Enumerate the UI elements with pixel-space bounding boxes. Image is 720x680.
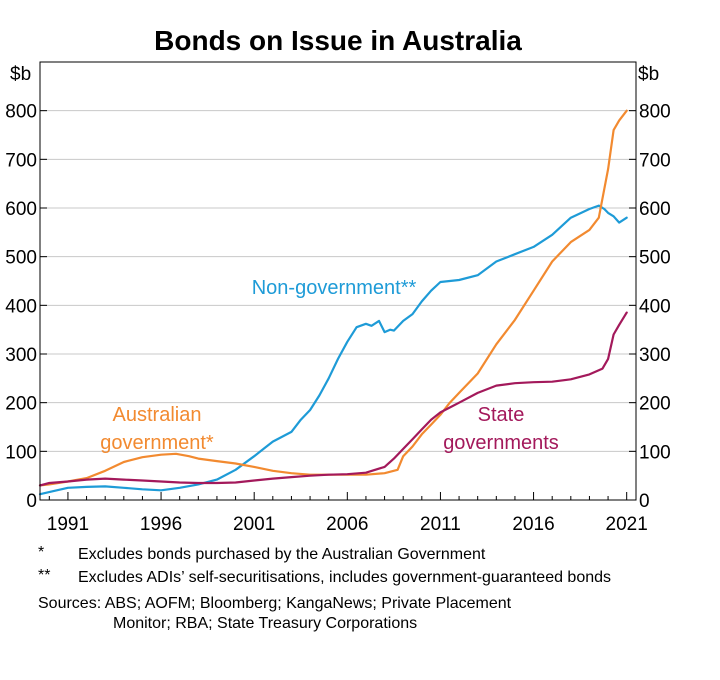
x-tick-label: 2006 — [326, 514, 368, 535]
footnote-mark: ** — [38, 567, 51, 584]
x-tick-label: 2011 — [420, 514, 461, 535]
chart-title: Bonds on Issue in Australia — [154, 25, 522, 56]
series-annotation-label: governments — [443, 432, 559, 454]
x-tick-label: 2016 — [512, 514, 554, 535]
footnote-text: Excludes bonds purchased by the Australi… — [78, 546, 486, 563]
series-line-state-governments — [38, 311, 628, 487]
x-tick-label: 2021 — [606, 514, 648, 535]
y-tick-label-left: 300 — [5, 345, 37, 366]
y-tick-label-left: 800 — [5, 102, 37, 123]
x-tick-label: 1996 — [140, 514, 182, 535]
footnotes: * Excludes bonds purchased by the Austra… — [38, 544, 678, 634]
y-tick-label-left: 0 — [26, 491, 37, 512]
sources: Sources: ABS; AOFM; Bloomberg; KangaNews… — [38, 594, 678, 634]
right-unit-label: $b — [638, 64, 659, 85]
y-tick-label-right: 700 — [639, 150, 671, 171]
series-line-non-government — [38, 204, 628, 496]
y-tick-label-right: 100 — [639, 442, 671, 463]
y-tick-label-right: 500 — [639, 248, 671, 269]
series-annotation-label: government* — [100, 432, 214, 454]
series-line-australian-government — [38, 109, 628, 487]
left-unit-label: $b — [10, 64, 31, 85]
y-tick-label-right: 600 — [639, 199, 671, 220]
y-tick-label-left: 600 — [5, 199, 37, 220]
x-tick-label: 2001 — [233, 514, 275, 535]
x-tick-label: 1991 — [47, 514, 89, 535]
series-annotations: Non-government** Australian government* Sta… — [100, 277, 559, 454]
y-tick-labels: 0 0 100 100 200 200 300 300 400 400 500 500 600 600 70… — [5, 102, 670, 512]
series-annotation-label: Australian — [113, 404, 202, 426]
sources-line-2: Monitor; RBA; State Treasury Corporation… — [113, 615, 418, 632]
plot-frame — [39, 61, 637, 501]
y-tick-label-right: 300 — [639, 345, 671, 366]
series-annotation-label: State — [478, 404, 525, 426]
y-tick-label-right: 200 — [639, 394, 671, 415]
y-tick-label-left: 200 — [5, 394, 37, 415]
footnote: * Excludes bonds purchased by the Austra… — [38, 544, 678, 565]
y-tick-label-left: 400 — [5, 296, 37, 317]
series-annotation-label: Non-government** — [252, 277, 417, 299]
y-tick-label-left: 100 — [5, 442, 37, 463]
series-lines — [38, 109, 628, 496]
y-tick-label-left: 700 — [5, 150, 37, 171]
chart: Bonds on Issue in Australia $b $b 0 0 100 1… — [5, 25, 670, 535]
x-tick-labels: 1991 1996 2001 2006 2011 2016 2021 — [47, 514, 648, 535]
sources-line-1: Sources: ABS; AOFM; Bloomberg; KangaNews… — [38, 595, 512, 612]
footnote: ** Excludes ADIs’ self-securitisations, … — [38, 567, 678, 588]
y-tick-label-right: 0 — [639, 491, 650, 512]
footnote-mark: * — [38, 544, 45, 561]
gridlines — [40, 110, 636, 501]
y-tick-label-right: 800 — [639, 102, 671, 123]
y-tick-label-left: 500 — [5, 248, 37, 269]
y-tick-label-right: 400 — [639, 296, 671, 317]
footnote-text: Excludes ADIs’ self-securitisations, inc… — [78, 569, 612, 586]
